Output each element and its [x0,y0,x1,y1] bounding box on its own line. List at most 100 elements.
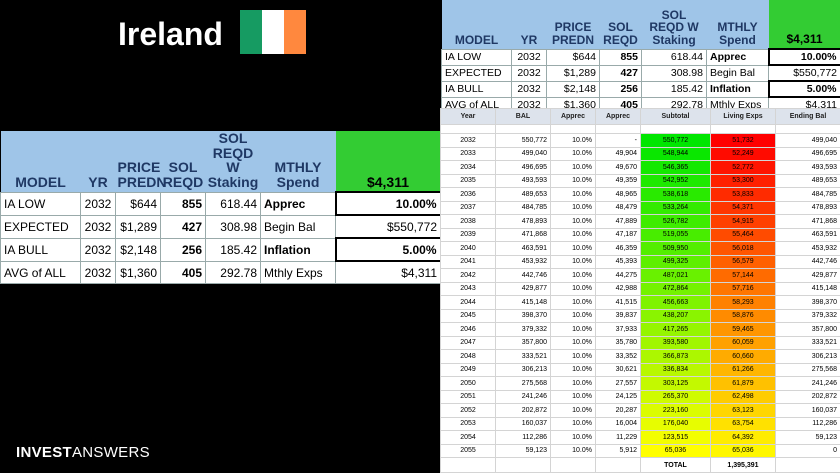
cell: EXPECTED [0,214,81,239]
cell: 415,148 [775,281,840,296]
cell: 453,932 [775,241,840,256]
cell: 2035 [440,173,496,188]
cell: 51,732 [710,133,776,148]
header-row: Year BAL Apprec Apprec Subtotal Living Exps En… [440,108,840,125]
cell: 112,286 [775,416,840,431]
title: Ireland [118,16,223,52]
cell: 357,800 [775,322,840,337]
cell: 10.0% [550,322,596,337]
row: IA LOW 2032 $644 855 618.44 Apprec 10.00% [0,191,442,217]
cell: 489,653 [775,173,840,188]
cell: 366,873 [640,349,711,364]
cell: 10.00% [334,191,442,217]
cell: 499,040 [775,133,840,148]
row: 2053 160,037 10.0% 16,004 176,040 63,754 112,2… [440,416,840,431]
cell: 2048 [440,349,496,364]
total-row: TOTAL 1,395,391 [440,457,840,473]
cell: 59,123 [775,430,840,445]
cell: 303,125 [640,376,711,391]
cell: 538,618 [640,187,711,202]
cell: $550,772 [335,214,441,239]
cell: 58,876 [710,308,776,323]
cell: 10.0% [550,389,596,404]
cell: 123,515 [640,430,711,445]
cell: 20,287 [595,403,641,418]
cell: 48,479 [595,200,641,215]
cell: 442,746 [775,254,840,269]
cell: 2055 [440,443,496,458]
cell: 471,868 [775,214,840,229]
row: 2054 112,286 10.0% 11,229 123,515 64,392 59,12… [440,430,840,445]
flag-white [262,10,284,54]
cell: 56,579 [710,254,776,269]
cell: 463,591 [775,227,840,242]
header-cell: PRICE PREDN [115,131,167,193]
cell: 60,660 [710,349,776,364]
row: 2052 202,872 10.0% 20,287 223,160 63,123 160,0… [440,403,840,418]
cell: Begin Bal [706,64,769,82]
cell: 429,877 [495,281,551,296]
cell: 42,988 [595,281,641,296]
cell: 112,286 [495,430,551,445]
cell: 241,246 [495,389,551,404]
cell: 550,772 [495,133,551,148]
cell: 10.0% [550,416,596,431]
row: EXPECTED 2032 $1,289 427 308.98 Begin Bal $550… [441,64,840,82]
row: 2036 489,653 10.0% 48,965 538,618 53,833 484,7… [440,187,840,202]
row: 2044 415,148 10.0% 41,515 456,663 58,293 398,3… [440,295,840,310]
cell: 2039 [440,227,496,242]
cell: 185.42 [641,80,707,98]
cell: 471,868 [495,227,551,242]
cell: 2047 [440,335,496,350]
cell: 2051 [440,389,496,404]
cell: 398,370 [495,308,551,323]
cell: AVG of ALL [0,260,81,285]
row: 2034 496,695 10.0% 49,670 546,365 52,772 493,5… [440,160,840,175]
cell: 2032 [511,48,547,66]
cell: $550,772 [768,64,840,82]
cell: 59,123 [495,443,551,458]
row: EXPECTED 2032 $1,289 427 308.98 Begin Bal $550… [0,214,441,239]
cell: 10.0% [550,308,596,323]
header-row: MODEL YR PRICE PREDN SOL REQD SOL REQD W Sta… [0,131,441,193]
row: 2049 306,213 10.0% 30,621 336,834 61,266 275,5… [440,362,840,377]
cell: 487,021 [640,268,711,283]
cell: 10.0% [550,160,596,175]
cell: 10.0% [550,173,596,188]
cell: 855 [599,48,642,66]
cell: 393,580 [640,335,711,350]
cell: 2038 [440,214,496,229]
cell: 10.0% [550,200,596,215]
header-cell: PRICE PREDN [546,0,600,49]
cell: 499,040 [495,146,551,161]
cell: 306,213 [775,349,840,364]
row: 2033 499,040 10.0% 49,904 548,944 52,249 496,6… [440,146,840,161]
blank-cell [495,457,551,473]
cell: Inflation [260,237,336,262]
cell: 10.0% [550,403,596,418]
cell: 47,889 [595,214,641,229]
cell: 59,465 [710,322,776,337]
cell: $1,360 [115,260,161,285]
brand-bold: INVEST [16,444,72,461]
summary-table-right: MODEL YR PRICE PREDN SOL REQD SOL REQD W Sta… [441,0,840,113]
cell: $644 [115,191,161,216]
cell: 44,275 [595,268,641,283]
cell: 499,325 [640,254,711,269]
cell: 10.0% [550,295,596,310]
cell: 2054 [440,430,496,445]
cell: 542,952 [640,173,711,188]
cell: 48,965 [595,187,641,202]
cell: 49,670 [595,160,641,175]
cell: 333,521 [775,335,840,350]
cell: 10.0% [550,443,596,458]
row: IA LOW 2032 $644 855 618.44 Apprec 10.00% [441,48,840,66]
cell: 10.0% [550,133,596,148]
cell: 53,300 [710,173,776,188]
row: 2040 463,591 10.0% 46,359 509,950 56,018 453,9… [440,241,840,256]
cell: Inflation [706,80,769,98]
header-cell: Year [440,108,496,125]
cell: 427 [599,64,642,82]
cell: 10.0% [550,146,596,161]
cell: 379,332 [495,322,551,337]
